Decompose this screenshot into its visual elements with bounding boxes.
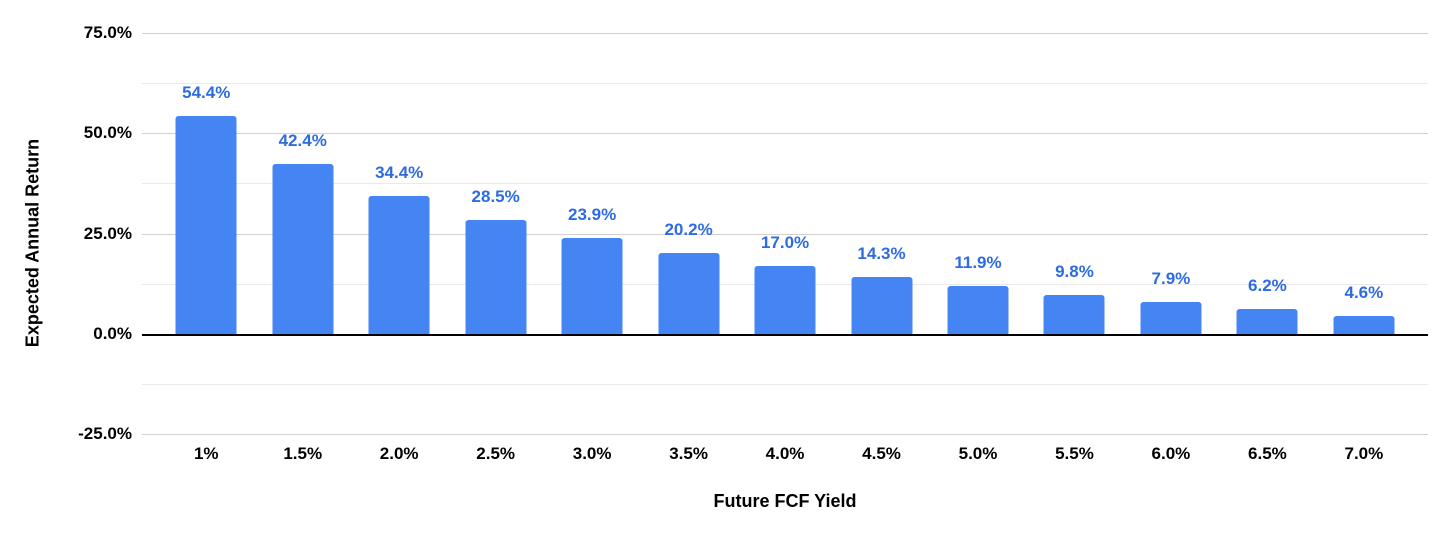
bar <box>1333 315 1395 334</box>
bar <box>754 265 816 334</box>
x-axis-tick-label: 2.0% <box>379 444 419 463</box>
bar-data-label: 6.2% <box>1248 276 1287 296</box>
x-axis-tick-label: 4.5% <box>862 444 901 463</box>
bar-data-label: 7.9% <box>1151 269 1191 289</box>
x-axis-tick-label: 5.0% <box>958 444 998 463</box>
bar-data-label: 17.0% <box>760 232 810 252</box>
y-axis-tick-label: 25.0% <box>83 223 132 243</box>
bar-data-label: 28.5% <box>471 186 520 206</box>
bar <box>1236 309 1298 334</box>
bar-slot: 11.9% <box>930 33 1026 334</box>
x-axis-tick-label: 2.5% <box>476 444 516 463</box>
y-axis-tick-label: 0.0% <box>93 323 132 343</box>
bar-slot: 28.5% <box>447 33 543 334</box>
bar-slot: 4.6% <box>1316 33 1412 334</box>
bar-slot: 17.0% <box>737 33 833 334</box>
bar-slot: 6.2% <box>1219 33 1315 334</box>
bar-slot: 34.4% <box>351 33 447 334</box>
bar-data-label: 14.3% <box>857 243 906 263</box>
x-axis-title: Future FCF Yield <box>713 491 857 511</box>
bars-container: 54.4% 42.4% 34.4% 28.5% 23.9% 20.2% 17.0% 14.3%… <box>142 33 1428 334</box>
x-axis-tick-label: 6.5% <box>1248 444 1287 463</box>
bar-data-label: 20.2% <box>664 220 713 239</box>
bar <box>272 163 334 334</box>
gridline <box>142 133 1428 135</box>
x-axis-tick-label: 3.0% <box>572 444 612 463</box>
bar-data-label: 34.4% <box>375 163 424 183</box>
bar <box>1140 302 1202 334</box>
bar-slot: 14.3% <box>833 33 929 334</box>
bar-slot: 42.4% <box>254 33 350 334</box>
bar-data-label: 23.9% <box>568 205 617 225</box>
x-axis-tick-label: 5.5% <box>1055 444 1094 463</box>
bar-slot: 23.9% <box>544 33 640 334</box>
bar-data-label: 9.8% <box>1055 261 1094 281</box>
bar-data-label: 11.9% <box>954 253 1002 273</box>
x-axis-tick-label: 4.0% <box>765 444 805 463</box>
bar <box>465 219 527 334</box>
gridline <box>142 183 1428 185</box>
bar <box>658 253 720 334</box>
bar-slot: 20.2% <box>640 33 736 334</box>
bar-data-label: 42.4% <box>278 130 327 150</box>
x-axis-tick-label: 1.5% <box>283 444 323 463</box>
x-axis-tick-label: 7.0% <box>1344 444 1384 463</box>
bar <box>851 276 913 334</box>
gridline <box>142 33 1428 34</box>
bar <box>175 115 237 334</box>
x-axis-tick-label: 3.5% <box>669 444 708 463</box>
gridline <box>142 83 1428 85</box>
bar <box>561 238 623 334</box>
bar-data-label: 54.4% <box>182 82 231 102</box>
bar-slot: 7.9% <box>1123 33 1219 334</box>
x-axis-tick-labels: 1% 1.5% 2.0% 2.5% 3.0% 3.5% 4.0% 4.5% 5.0% 5.5% 6.… <box>142 444 1428 464</box>
y-axis-tick-label: -25.0% <box>78 424 132 443</box>
x-axis-tick-label: 6.0% <box>1151 444 1191 463</box>
gridline <box>142 434 1428 435</box>
bar <box>368 196 430 334</box>
bar-slot: 54.4% <box>158 33 254 334</box>
bar-data-label: 4.6% <box>1344 282 1384 302</box>
y-axis-tick-label: 50.0% <box>83 123 132 143</box>
plot-area: 54.4% 42.4% 34.4% 28.5% 23.9% 20.2% 17.0% 14.3%… <box>142 33 1428 435</box>
zero-baseline <box>142 333 1428 336</box>
gridline <box>142 233 1428 235</box>
bar <box>1043 294 1105 334</box>
bar <box>947 286 1009 334</box>
gridline <box>142 383 1428 385</box>
y-axis-tick-label: 75.0% <box>83 23 132 42</box>
x-axis-tick-label: 1% <box>193 444 219 463</box>
bar-slot: 9.8% <box>1026 33 1122 334</box>
